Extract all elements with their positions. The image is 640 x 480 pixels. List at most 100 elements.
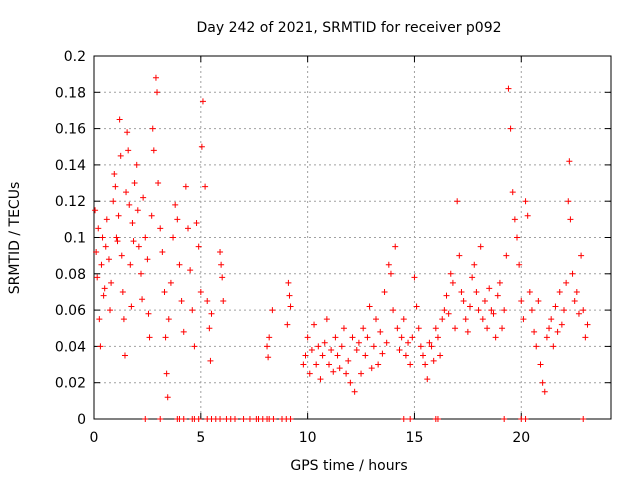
data-point	[117, 152, 124, 159]
data-point	[134, 207, 141, 214]
data-points	[92, 74, 591, 422]
data-point	[319, 352, 326, 359]
data-point	[116, 116, 123, 123]
data-point	[539, 379, 546, 386]
data-point	[524, 212, 531, 219]
data-point	[584, 321, 591, 328]
data-point	[364, 334, 371, 341]
data-point	[383, 339, 390, 346]
data-point	[207, 357, 214, 364]
data-point	[300, 361, 307, 368]
data-point	[362, 352, 369, 359]
data-point	[522, 198, 529, 205]
data-point	[400, 416, 407, 422]
data-point	[176, 261, 183, 268]
data-point	[102, 243, 109, 250]
data-point	[170, 234, 177, 241]
y-tick-label: 0.2	[64, 49, 86, 65]
data-point	[139, 296, 146, 303]
data-point	[206, 325, 213, 332]
data-point	[167, 279, 174, 286]
data-point	[580, 307, 587, 314]
data-point	[93, 249, 100, 256]
data-point	[351, 388, 358, 395]
data-point	[467, 303, 473, 310]
data-point	[265, 354, 272, 361]
data-point	[469, 274, 476, 281]
y-tick-label: 0.16	[55, 122, 86, 138]
data-point	[454, 198, 461, 205]
data-point	[114, 238, 121, 245]
data-point	[99, 234, 106, 241]
data-point	[552, 303, 559, 310]
data-point	[113, 234, 120, 241]
data-point	[343, 370, 350, 377]
data-point	[202, 183, 209, 190]
data-point	[554, 328, 561, 335]
y-tick-label: 0.14	[55, 158, 86, 174]
data-point	[434, 334, 441, 341]
x-axis: 0 5 10 15 20	[90, 56, 530, 446]
data-point	[154, 89, 161, 96]
data-point	[486, 285, 493, 292]
data-point	[101, 285, 108, 292]
data-point	[499, 325, 506, 332]
data-point	[566, 158, 573, 165]
y-tick-label: 0	[77, 412, 86, 428]
data-point	[437, 352, 444, 359]
data-point	[452, 325, 459, 332]
data-point	[96, 316, 103, 323]
data-point	[321, 339, 328, 346]
x-tick-label: 0	[90, 430, 99, 446]
data-point	[165, 316, 172, 323]
data-point	[119, 288, 126, 295]
data-point	[375, 361, 382, 368]
data-point	[390, 307, 397, 314]
data-point	[286, 292, 293, 299]
data-point	[441, 307, 448, 314]
data-point	[385, 261, 392, 268]
grid	[94, 56, 611, 419]
y-axis-label: SRMTID / TECUs	[7, 182, 23, 295]
data-point	[187, 267, 194, 274]
data-point	[204, 298, 211, 305]
data-point	[108, 279, 115, 286]
data-point	[115, 212, 122, 219]
y-tick-label: 0.12	[55, 194, 86, 210]
data-point	[415, 325, 422, 332]
data-point	[197, 288, 204, 295]
data-point	[580, 416, 587, 422]
data-point	[220, 298, 227, 305]
data-point	[447, 270, 454, 277]
data-point	[152, 74, 159, 81]
data-point	[163, 370, 170, 377]
data-point	[149, 125, 156, 132]
data-point	[569, 270, 576, 277]
y-tick-label: 0.04	[55, 339, 86, 355]
data-point	[368, 365, 375, 372]
data-point	[287, 303, 294, 310]
data-point	[503, 252, 510, 259]
data-point	[332, 334, 339, 341]
data-point	[97, 343, 104, 350]
x-tick-label: 15	[406, 430, 424, 446]
data-point	[464, 328, 471, 335]
data-point	[218, 261, 225, 268]
data-point	[150, 147, 157, 154]
data-point	[285, 279, 292, 286]
data-point	[381, 288, 388, 295]
data-point	[126, 201, 133, 208]
y-tick-label: 0.18	[55, 85, 86, 101]
data-point	[217, 249, 224, 256]
data-point	[477, 243, 484, 250]
data-point	[475, 307, 482, 314]
data-point	[526, 288, 533, 295]
data-point	[172, 201, 179, 208]
data-point	[142, 234, 149, 241]
data-point	[287, 416, 294, 422]
data-point	[490, 310, 497, 317]
data-point	[432, 325, 439, 332]
data-point	[370, 343, 377, 350]
data-point	[409, 334, 416, 341]
